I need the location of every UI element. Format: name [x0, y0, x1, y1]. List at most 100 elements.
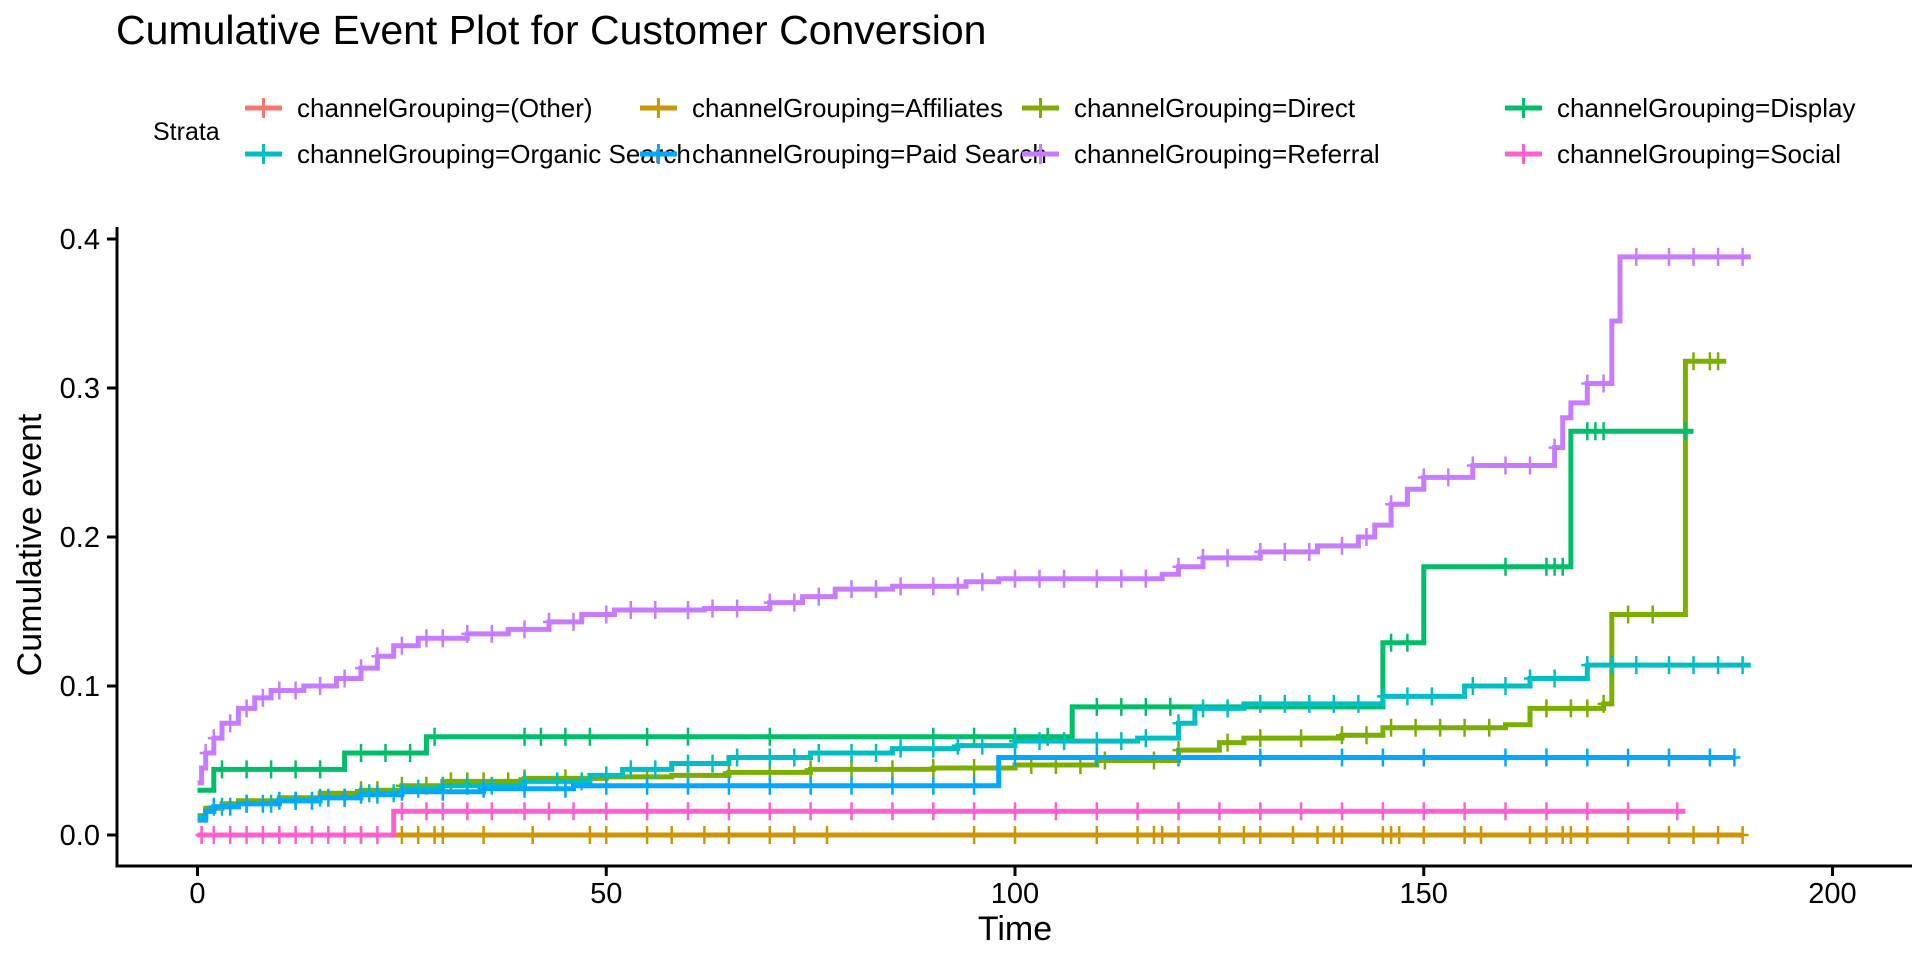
censor-mark [1393, 826, 1406, 844]
censor-mark [1499, 677, 1512, 695]
legend-label: channelGrouping=Organic Search [297, 139, 691, 169]
censor-mark [763, 593, 776, 612]
y-tick-label: 0.0 [60, 820, 100, 852]
censor-mark [1712, 826, 1725, 844]
censor-mark [306, 826, 318, 844]
censor-mark [682, 601, 694, 619]
censor-mark [1417, 748, 1430, 767]
censor-mark [812, 744, 825, 762]
censor-mark [1009, 802, 1021, 821]
censor-mark [371, 785, 384, 804]
censor-mark [1409, 718, 1422, 737]
censor-mark [1213, 826, 1226, 844]
censor-mark [567, 612, 580, 631]
censor-mark [886, 802, 899, 821]
y-axis-ticks: 0.0 0.1 0.2 0.3 0.4 [60, 224, 117, 852]
censor-mark [600, 605, 613, 624]
censor-mark [1401, 633, 1414, 652]
censor-mark [968, 802, 981, 821]
censor-mark [624, 760, 637, 779]
censor-mark [371, 647, 384, 666]
censor-mark [1581, 699, 1594, 718]
censor-mark [240, 699, 253, 718]
censor-mark [355, 826, 367, 844]
censor-mark [1687, 656, 1700, 675]
censor-mark [1139, 729, 1152, 748]
x-tick-label: 50 [590, 878, 622, 910]
legend-label: channelGrouping=Paid Search [692, 139, 1047, 169]
censor-mark [927, 759, 940, 777]
censor-mark [763, 826, 776, 844]
censor-mark [1148, 751, 1160, 770]
series-line [197, 808, 1686, 838]
censor-mark [195, 826, 208, 844]
censor-mark [927, 776, 940, 795]
censor-mark [1581, 802, 1594, 821]
censor-mark [1090, 748, 1103, 767]
censor-mark [763, 802, 776, 821]
censor-mark [1254, 748, 1267, 767]
censor-mark [289, 681, 302, 700]
censor-mark [1581, 374, 1594, 393]
censor-mark [1540, 802, 1553, 821]
series-line [197, 428, 1694, 793]
censor-mark [1131, 802, 1144, 821]
censor-mark [1254, 542, 1267, 561]
censor-mark [1581, 656, 1594, 675]
censor-mark [224, 826, 237, 844]
censor-mark [804, 760, 817, 779]
censor-mark [1712, 247, 1725, 266]
censor-mark [1687, 826, 1700, 844]
censor-mark [1712, 352, 1725, 371]
censor-mark [951, 736, 964, 755]
series-group [197, 352, 1727, 819]
censor-mark [1115, 569, 1128, 588]
censor-mark [1417, 468, 1430, 487]
plot-area: 0 50 100 150 200 0.0 0.1 0.2 0.3 0.4 [60, 224, 1912, 910]
censor-mark [1303, 694, 1316, 713]
censor-mark [788, 748, 801, 767]
censor-mark [518, 727, 531, 746]
censor-mark [1417, 826, 1430, 844]
censor-mark [338, 826, 351, 844]
censor-mark [395, 802, 408, 821]
censor-mark [600, 802, 613, 821]
censor-mark [894, 739, 907, 758]
legend-item: channelGrouping=Display [1505, 93, 1855, 123]
censor-mark [1336, 826, 1348, 844]
censor-mark [1156, 826, 1169, 844]
censor-mark [289, 826, 302, 844]
censor-mark [706, 754, 719, 773]
censor-mark [273, 826, 286, 844]
censor-mark [927, 802, 940, 821]
censor-mark [845, 760, 858, 779]
censor-mark [1172, 748, 1185, 767]
censor-mark [870, 580, 882, 599]
censor-mark [420, 629, 433, 648]
censor-mark [1221, 699, 1234, 718]
legend-item: channelGrouping=Organic Search [245, 139, 691, 169]
censor-mark [1663, 247, 1675, 266]
censor-mark [1483, 718, 1496, 737]
censor-mark [1336, 536, 1348, 555]
series-layer [195, 247, 1751, 844]
censor-mark [1540, 699, 1553, 718]
legend-label: channelGrouping=Direct [1074, 93, 1356, 123]
censor-mark [804, 802, 817, 821]
censor-mark [706, 599, 719, 618]
censor-mark [1049, 802, 1062, 821]
censor-mark [894, 577, 907, 596]
censor-mark [1458, 802, 1471, 821]
censor-mark [600, 826, 613, 844]
censor-mark [641, 776, 654, 795]
censor-mark [485, 802, 498, 821]
censor-mark [338, 669, 351, 688]
censor-mark [1376, 802, 1389, 821]
series-group [197, 422, 1694, 793]
censor-mark [379, 744, 392, 762]
censor-mark [1442, 468, 1455, 487]
censor-mark [682, 754, 694, 773]
censor-mark [1139, 697, 1152, 716]
censor-mark [461, 802, 474, 821]
